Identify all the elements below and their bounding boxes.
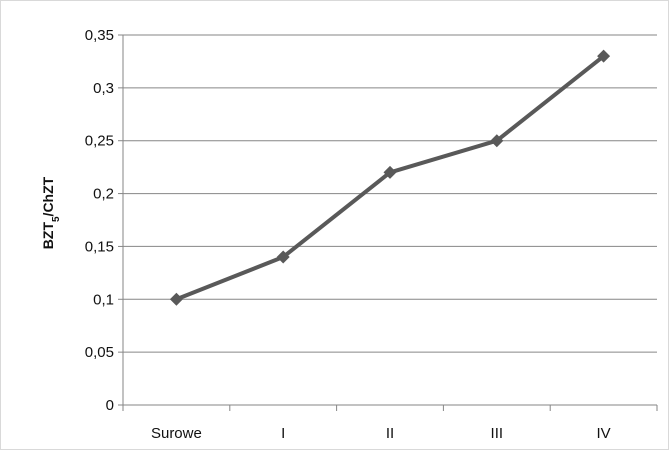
y-tick-label: 0,15: [85, 238, 114, 255]
y-tick-label: 0: [106, 397, 114, 414]
y-axis-label-main: BZT: [40, 222, 56, 250]
x-tick-labels: Surowe I II III IV: [151, 425, 611, 442]
x-tick-label: II: [386, 425, 394, 442]
y-tick-label: 0,1: [93, 291, 114, 308]
y-tick-label: 0,2: [93, 186, 114, 203]
data-point-marker: [276, 250, 290, 264]
x-tick-label: III: [491, 425, 504, 442]
data-point-marker: [597, 49, 611, 63]
y-tick-label: 0,3: [93, 80, 114, 97]
y-tick-labels: 0 0,05 0,1 0,15 0,2 0,25 0,3 0,35: [85, 27, 114, 414]
data-series: [169, 49, 611, 306]
axes: [118, 34, 658, 411]
y-tick-label: 0,25: [85, 133, 114, 150]
x-tick-label: I: [281, 425, 285, 442]
gridlines: [123, 34, 657, 353]
y-tick-label: 0,35: [85, 27, 114, 44]
y-tick-label: 0,05: [85, 344, 114, 361]
x-tick-label: Surowe: [151, 425, 202, 442]
y-axis-label-subscript: 5: [51, 216, 62, 222]
y-axis-label-rest: /ChZT: [40, 176, 56, 216]
y-axis-label: BZT5/ChZT: [40, 176, 62, 249]
x-tick-label: IV: [597, 425, 611, 442]
data-point-marker: [490, 134, 504, 148]
data-point-marker: [169, 292, 183, 306]
data-point-marker: [383, 165, 397, 179]
